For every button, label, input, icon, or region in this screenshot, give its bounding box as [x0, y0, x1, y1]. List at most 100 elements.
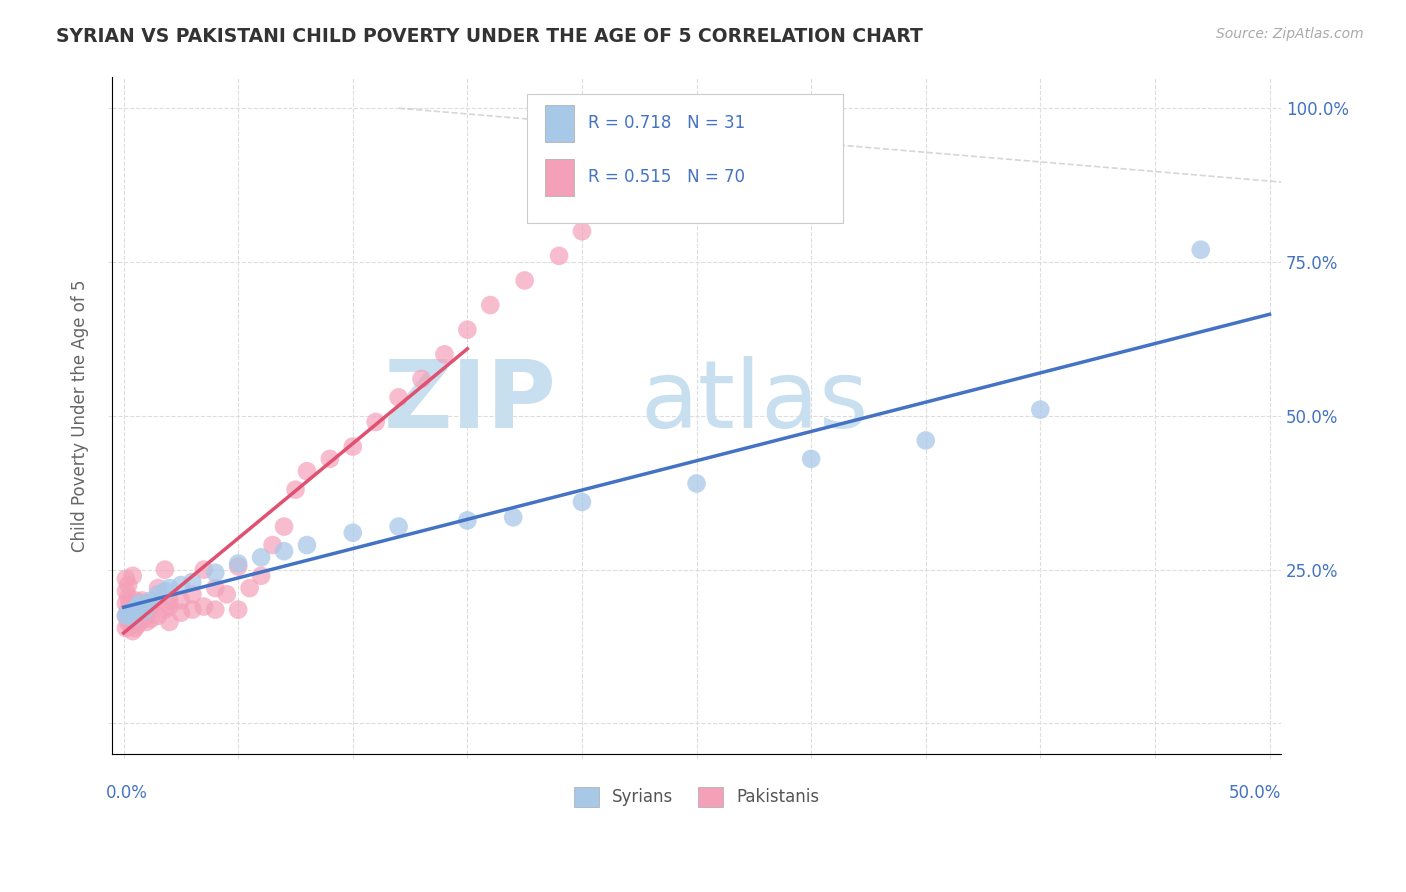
- Point: [250, 569, 273, 583]
- Text: R = 0.515   N = 70: R = 0.515 N = 70: [588, 169, 745, 186]
- Point: [159, 581, 181, 595]
- Point: [193, 599, 215, 614]
- Point: [121, 569, 143, 583]
- Point: [146, 587, 169, 601]
- Point: [226, 602, 249, 616]
- Bar: [544, 159, 574, 196]
- Point: [115, 597, 138, 611]
- Bar: [544, 104, 574, 142]
- Point: [479, 298, 502, 312]
- Point: [128, 606, 150, 620]
- Point: [617, 200, 640, 214]
- Point: [273, 519, 295, 533]
- Point: [135, 615, 157, 629]
- Point: [115, 621, 138, 635]
- Point: [204, 602, 226, 616]
- Point: [153, 563, 176, 577]
- Point: [117, 607, 139, 621]
- Point: [127, 599, 149, 614]
- Point: [513, 273, 536, 287]
- Point: [134, 604, 156, 618]
- Point: [139, 599, 162, 614]
- Point: [134, 597, 156, 611]
- Point: [153, 602, 176, 616]
- Point: [124, 602, 146, 616]
- Point: [342, 525, 364, 540]
- Point: [239, 581, 262, 595]
- Point: [135, 608, 157, 623]
- Point: [120, 606, 142, 620]
- Point: [215, 587, 238, 601]
- Point: [456, 323, 478, 337]
- Point: [433, 347, 456, 361]
- Text: Source: ZipAtlas.com: Source: ZipAtlas.com: [1216, 27, 1364, 41]
- Point: [128, 597, 150, 611]
- Text: 0.0%: 0.0%: [107, 784, 148, 802]
- FancyBboxPatch shape: [527, 95, 842, 223]
- Point: [226, 557, 249, 571]
- Point: [139, 612, 162, 626]
- Point: [124, 602, 146, 616]
- Point: [170, 593, 193, 607]
- Point: [124, 612, 146, 626]
- Text: atlas: atlas: [641, 356, 869, 449]
- Point: [121, 610, 143, 624]
- Point: [685, 476, 707, 491]
- Point: [342, 440, 364, 454]
- Point: [319, 451, 342, 466]
- Point: [117, 615, 139, 629]
- Point: [135, 599, 157, 613]
- Point: [115, 608, 138, 623]
- Point: [117, 591, 139, 605]
- Point: [115, 608, 138, 623]
- Point: [134, 608, 156, 623]
- Point: [124, 593, 146, 607]
- Legend: Syrians, Pakistanis: Syrians, Pakistanis: [567, 780, 827, 814]
- Point: [128, 615, 150, 629]
- Point: [159, 593, 181, 607]
- Point: [131, 612, 153, 626]
- Point: [411, 372, 433, 386]
- Point: [120, 618, 142, 632]
- Point: [204, 581, 226, 595]
- Point: [914, 434, 936, 448]
- Point: [193, 563, 215, 577]
- Point: [127, 618, 149, 632]
- Point: [146, 581, 169, 595]
- Point: [388, 519, 411, 533]
- Point: [131, 593, 153, 607]
- Point: [135, 597, 157, 611]
- Point: [364, 415, 387, 429]
- Point: [121, 606, 143, 620]
- Point: [571, 224, 593, 238]
- Point: [181, 587, 204, 601]
- Point: [226, 559, 249, 574]
- Text: 50.0%: 50.0%: [1229, 784, 1281, 802]
- Point: [159, 599, 181, 614]
- Point: [153, 584, 176, 599]
- Point: [115, 584, 138, 599]
- Point: [131, 600, 153, 615]
- Point: [146, 608, 169, 623]
- Point: [662, 175, 685, 189]
- Point: [181, 602, 204, 616]
- Point: [127, 608, 149, 623]
- Point: [117, 578, 139, 592]
- Point: [204, 566, 226, 580]
- Point: [388, 390, 411, 404]
- Text: ZIP: ZIP: [384, 356, 557, 449]
- Point: [181, 574, 204, 589]
- Point: [250, 550, 273, 565]
- Point: [115, 572, 138, 586]
- Point: [170, 606, 193, 620]
- Point: [139, 593, 162, 607]
- Point: [121, 615, 143, 629]
- Point: [117, 602, 139, 616]
- Point: [262, 538, 284, 552]
- Point: [120, 597, 142, 611]
- Point: [295, 464, 318, 478]
- Point: [124, 621, 146, 635]
- Point: [273, 544, 295, 558]
- Text: R = 0.718   N = 31: R = 0.718 N = 31: [588, 114, 745, 132]
- Point: [120, 608, 142, 623]
